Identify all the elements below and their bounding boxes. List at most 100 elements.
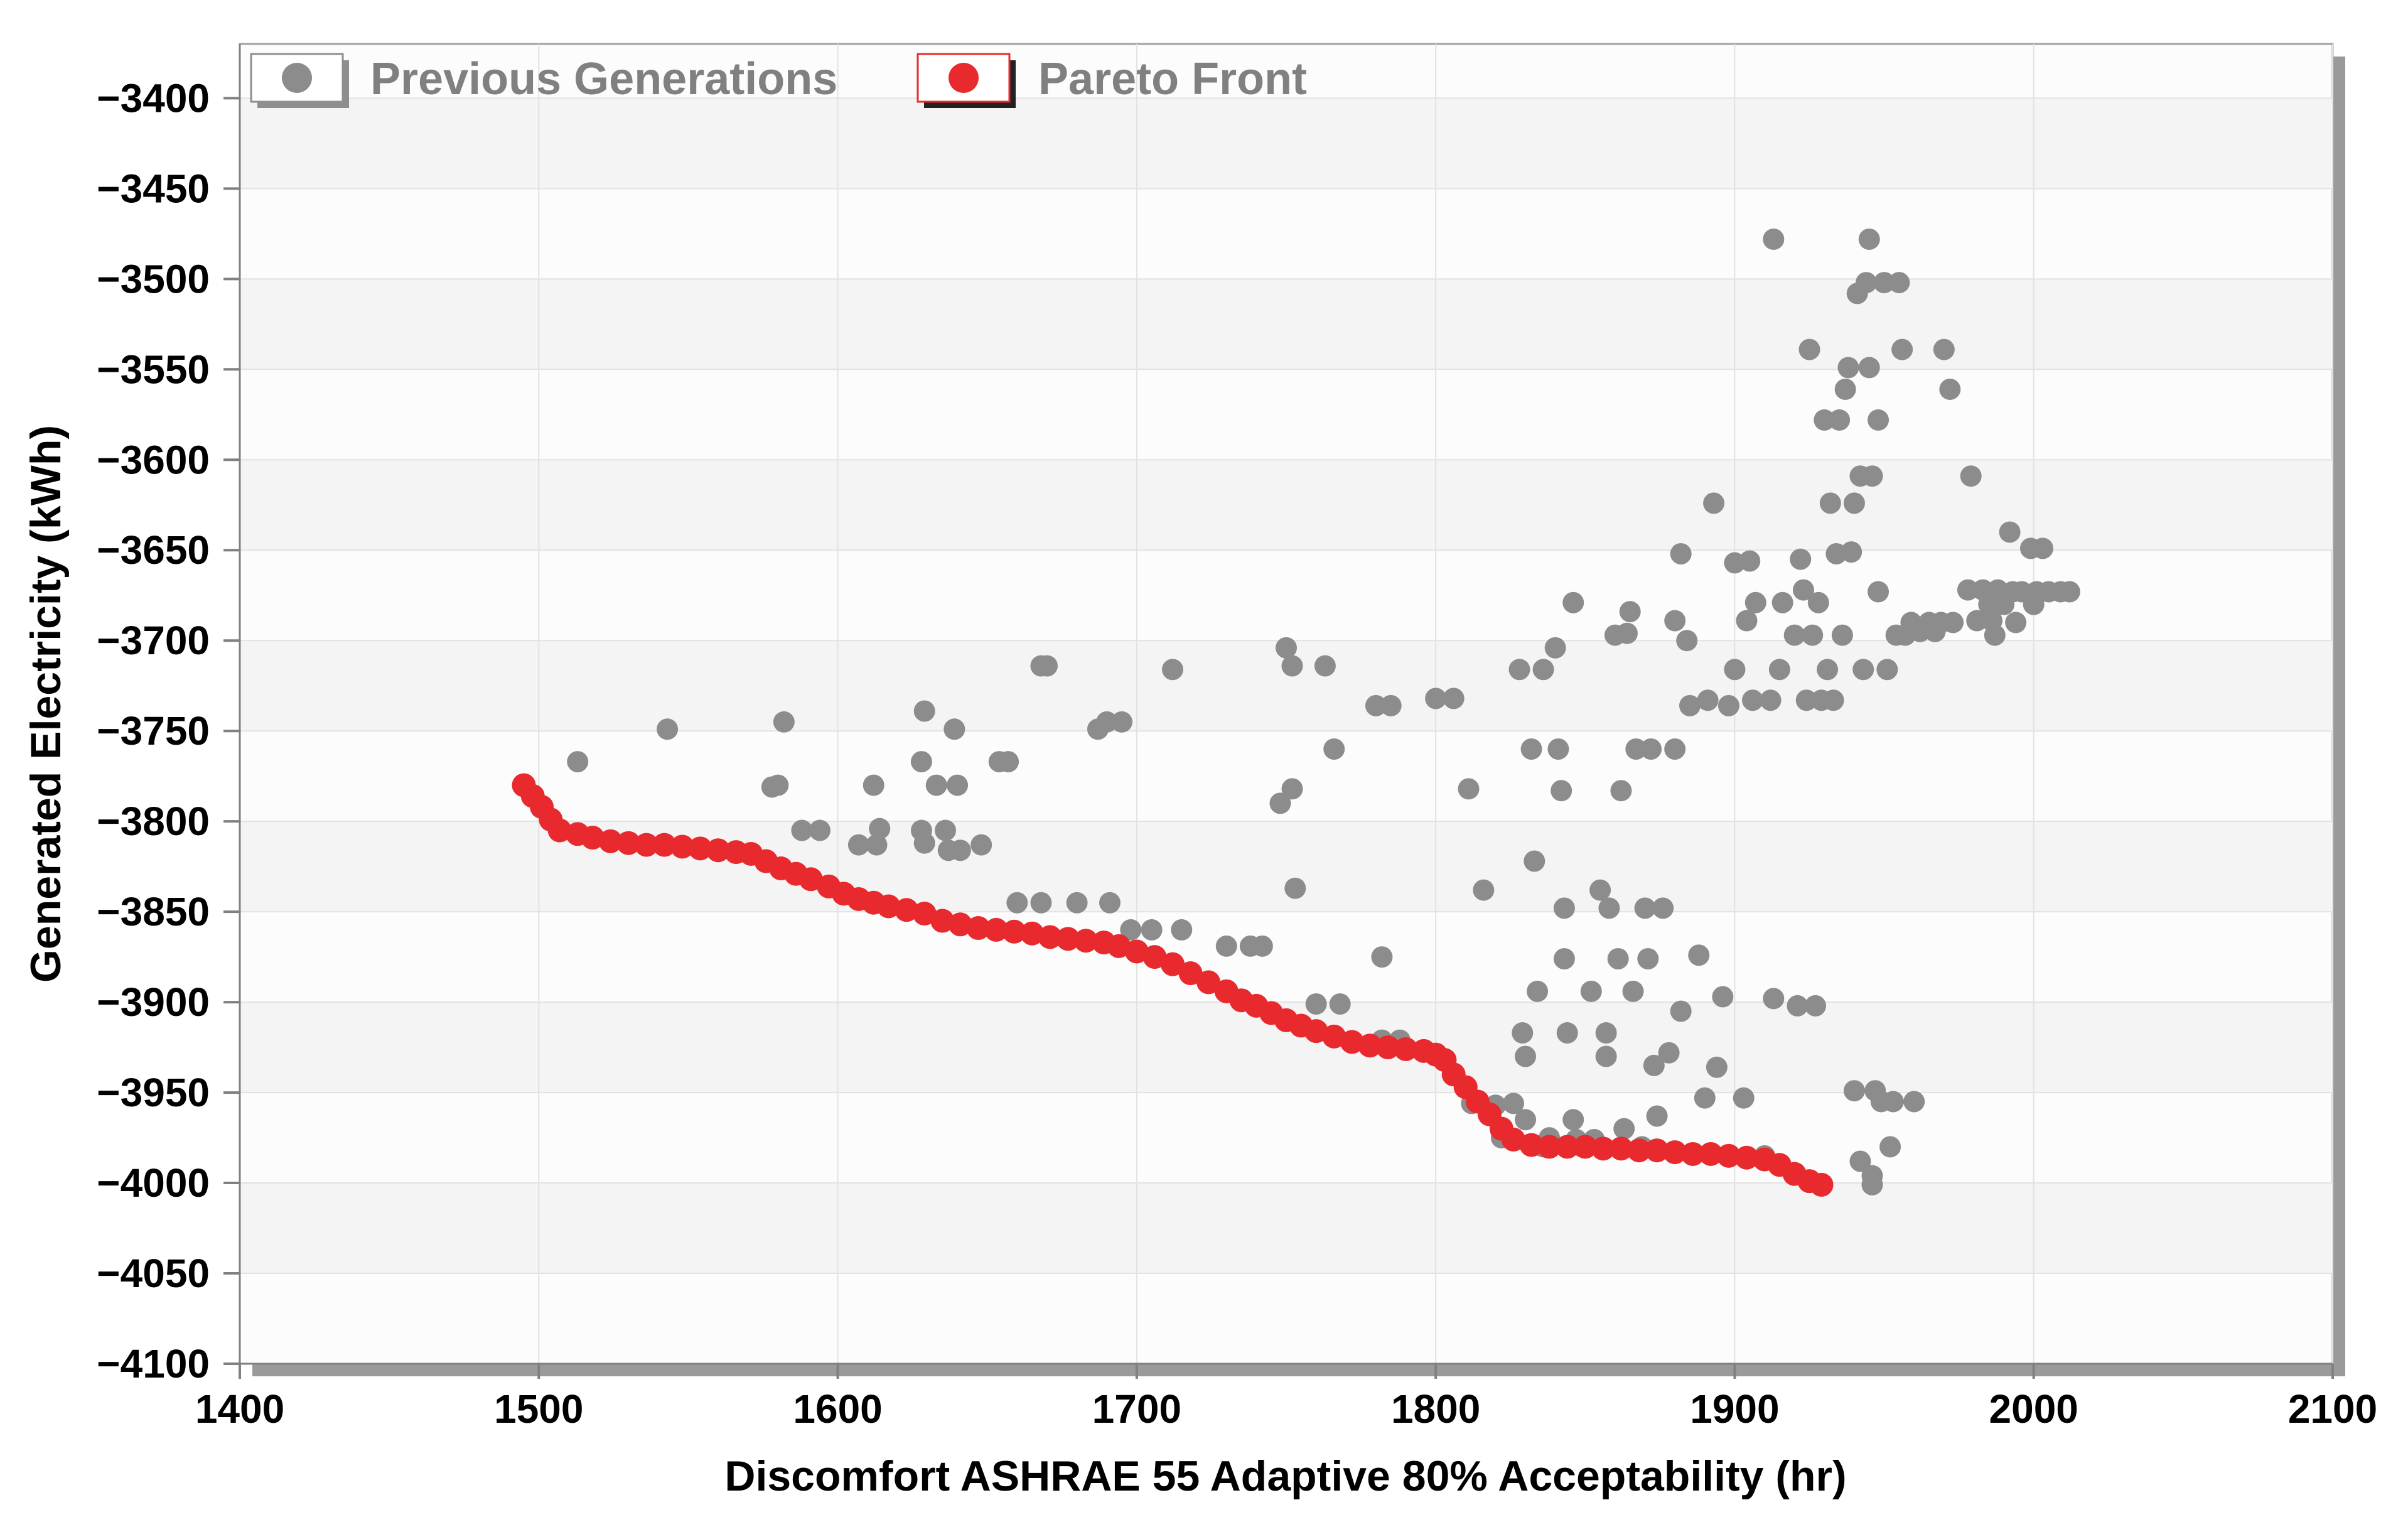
data-point-previous-generation [869,817,891,839]
data-point-previous-generation [847,834,869,856]
data-point-pareto-front [912,902,937,926]
grid-band [240,98,2333,189]
data-point-previous-generation [913,832,935,854]
data-point-pareto-front [1161,952,1185,976]
data-point-previous-generation [761,776,783,798]
legend-item-pareto-front: Pareto Front [916,53,1307,108]
data-point-previous-generation [1443,688,1465,710]
data-point-pareto-front [1699,1141,1723,1166]
data-point-previous-generation [1807,591,1829,613]
data-point-previous-generation [2005,612,2027,634]
data-point-previous-generation [1512,1022,1534,1044]
data-point-previous-generation [809,819,830,841]
x-tick-label: 1700 [1092,1386,1181,1432]
y-tick-label: −3450 [97,166,210,211]
data-point-pareto-front [798,867,823,892]
data-point-previous-generation [1855,272,1877,294]
x-axis-title: Discomfort ASHRAE 55 Adaptive 80% Accept… [724,1452,1846,1500]
data-point-previous-generation [1171,919,1193,941]
data-point-previous-generation [970,834,992,856]
data-point-previous-generation [1251,935,1273,957]
data-point-previous-generation [1520,738,1542,760]
data-point-previous-generation [773,711,795,733]
data-point-previous-generation [1694,1087,1716,1109]
y-tick-label: −3950 [97,1070,210,1115]
data-point-pareto-front [1107,934,1131,958]
data-point-previous-generation [1458,778,1480,800]
data-point-previous-generation [1697,689,1719,711]
data-point-previous-generation [1724,659,1746,681]
data-point-previous-generation [1547,738,1569,760]
data-point-previous-generation [1664,610,1686,632]
y-tick-label: −3850 [97,889,210,934]
data-point-previous-generation [1269,792,1291,814]
data-point-previous-generation [1960,465,1982,487]
data-point-previous-generation [1843,1080,1865,1102]
y-tick-label: −4100 [97,1341,210,1386]
data-point-pareto-front [1073,929,1098,953]
data-point-previous-generation [1966,610,1988,632]
data-point-pareto-front [895,898,919,922]
data-point-previous-generation [1640,738,1662,760]
data-point-previous-generation [1868,581,1889,603]
data-point-pareto-front [1124,939,1149,964]
data-point-pareto-front [966,916,991,941]
data-point-previous-generation [1425,688,1447,710]
data-point-pareto-front [1663,1140,1687,1165]
data-point-previous-generation [1876,659,1898,681]
data-point-previous-generation [1742,689,1764,711]
data-point-previous-generation [1120,919,1142,941]
data-point-previous-generation [1610,780,1632,802]
data-point-previous-generation [1792,579,1814,601]
y-tick-label: −3500 [97,256,210,301]
data-point-pareto-front [1555,1135,1579,1159]
legend-marker-red [949,63,979,93]
data-point-previous-generation [1679,694,1701,716]
data-point-previous-generation [1861,1174,1883,1195]
x-tick-label: 1500 [494,1386,583,1432]
data-point-pareto-front [1340,1030,1364,1054]
y-tick-label: −4000 [97,1160,210,1206]
data-point-pareto-front [1501,1127,1525,1152]
data-point-pareto-front [1375,1035,1400,1060]
y-tick-label: −3650 [97,527,210,573]
data-point-previous-generation [1957,579,1979,601]
data-point-previous-generation [1365,694,1387,716]
legend: Previous Generations Pareto Front [250,53,1307,108]
data-point-pareto-front [1809,1172,1834,1197]
data-point-pareto-front [1358,1033,1382,1058]
data-point-previous-generation [1215,935,1237,957]
y-tick-label: −3550 [97,347,210,392]
data-point-previous-generation [947,774,969,796]
data-point-previous-generation [1141,919,1163,941]
data-point-previous-generation [1553,897,1575,919]
data-point-previous-generation [1939,378,1961,400]
data-point-previous-generation [1849,1150,1871,1172]
data-point-previous-generation [1380,694,1402,716]
data-point-previous-generation [1284,877,1306,899]
data-point-previous-generation [1595,1045,1617,1067]
data-point-previous-generation [1798,338,1820,360]
data-point-previous-generation [1790,548,1812,570]
data-point-pareto-front [634,833,658,857]
data-point-pareto-front [1734,1145,1759,1170]
data-point-previous-generation [1733,1087,1755,1109]
data-point-previous-generation [1030,892,1052,914]
data-point-previous-generation [1831,624,1853,646]
data-point-previous-generation [1771,591,1793,613]
data-point-previous-generation [1652,897,1674,919]
data-point-previous-generation [1670,1000,1692,1022]
data-point-previous-generation [1858,357,1880,379]
y-tick-label: −3700 [97,618,210,663]
data-point-previous-generation [1544,637,1566,659]
data-point-previous-generation [1508,659,1530,681]
data-point-previous-generation [1843,492,1865,514]
data-point-previous-generation [1099,892,1121,914]
data-point-pareto-front [984,917,1009,942]
data-point-previous-generation [1515,1109,1537,1131]
data-point-pareto-front [688,836,712,861]
data-point-previous-generation [1903,1091,1925,1113]
data-point-previous-generation [910,751,932,773]
data-point-previous-generation [1858,228,1880,250]
data-point-previous-generation [1036,655,1058,677]
